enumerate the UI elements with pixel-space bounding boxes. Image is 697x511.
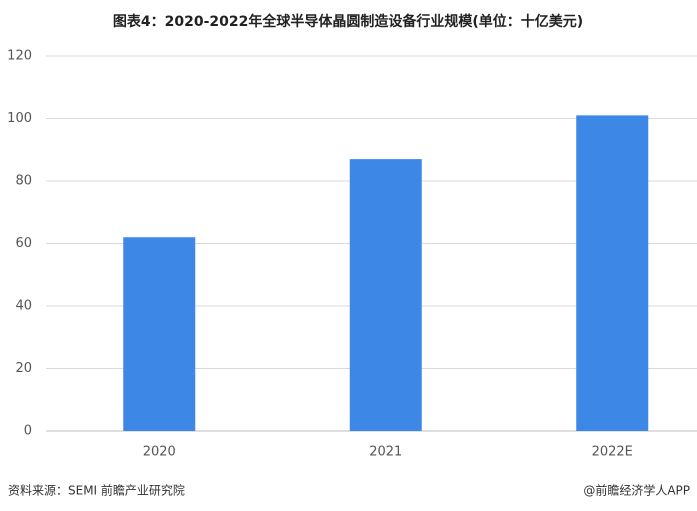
bar: [576, 115, 649, 431]
bar: [349, 159, 422, 431]
bar: [123, 237, 196, 431]
y-tick-label: 100: [7, 111, 32, 126]
x-tick-label: 2022E: [592, 445, 633, 460]
y-tick-label: 40: [15, 299, 32, 314]
y-tick-label: 20: [15, 361, 32, 376]
y-tick-label: 0: [24, 424, 32, 439]
x-tick-label: 2021: [369, 445, 402, 460]
chart-title: 图表4：2020-2022年全球半导体晶圆制造设备行业规模(单位：十亿美元): [113, 13, 583, 30]
credit: @前瞻经济学人APP: [583, 483, 690, 498]
y-tick-label: 120: [7, 49, 32, 64]
y-tick-label: 60: [15, 236, 32, 251]
source: 资料来源：SEMI 前瞻产业研究院: [8, 483, 185, 498]
y-tick-label: 80: [15, 174, 32, 189]
x-tick-label: 2020: [143, 445, 176, 460]
